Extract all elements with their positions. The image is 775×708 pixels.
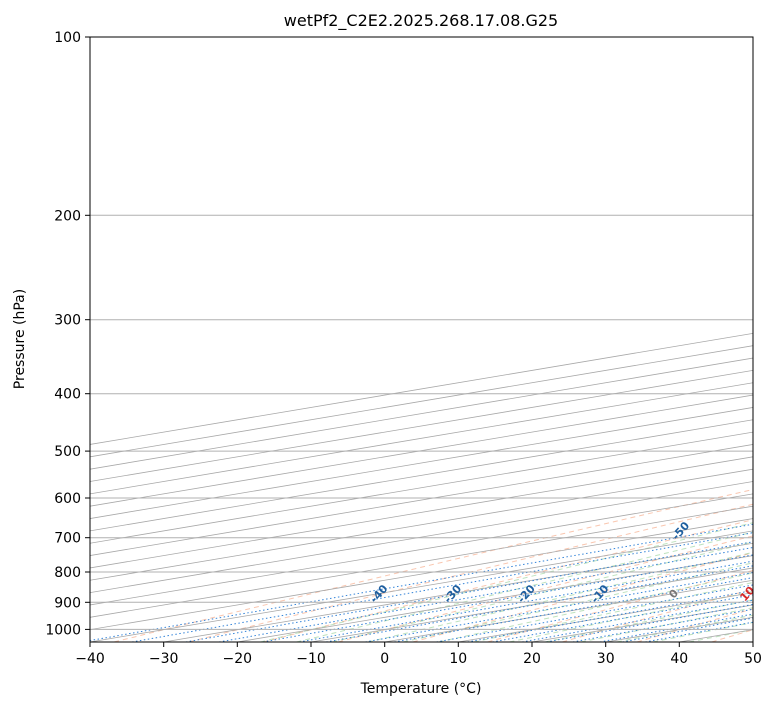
x-tick-label: −20	[223, 651, 253, 667]
y-tick-label: 700	[54, 531, 81, 547]
x-tick-label: 30	[597, 651, 615, 667]
reference-line-labels: -100-90-80-70-60-50-40-30-20-10010203040…	[368, 519, 757, 606]
x-axis-title: Temperature (°C)	[360, 681, 482, 697]
isotherm-label: 10	[737, 584, 757, 604]
x-tick-label: 10	[449, 651, 467, 667]
isotherm-label: 0	[666, 586, 681, 601]
isotherm-line	[90, 518, 753, 631]
mixing-ratio-line	[365, 572, 753, 642]
isotherm-line	[163, 542, 753, 642]
mixing-ratio-line	[436, 584, 753, 642]
moist-adiabat-line	[403, 562, 753, 642]
x-tick-label: 50	[744, 651, 762, 667]
moist-adiabat-line	[438, 572, 753, 642]
moist-adiabat-line	[616, 614, 753, 642]
x-axis: −40 −30 −20 −10 0 10 20 30 40 50	[75, 642, 762, 667]
x-tick-label: −30	[149, 651, 179, 667]
mixing-ratio-line	[492, 594, 753, 642]
isotherm-line	[237, 555, 753, 642]
x-tick-label: 0	[380, 651, 389, 667]
background-reference-lines	[90, 37, 753, 642]
isotherm-line	[90, 456, 753, 569]
plot-frame	[89, 36, 754, 643]
dry-adiabat-line	[711, 629, 753, 642]
isotherm-line	[90, 481, 753, 594]
x-tick-label: 40	[670, 651, 688, 667]
isotherm-label: -50	[669, 519, 692, 543]
isotherm-line	[90, 505, 753, 618]
isotherm-line	[679, 629, 753, 642]
y-tick-label: 400	[54, 387, 81, 403]
mixing-ratio-line	[522, 599, 753, 642]
y-axis: 100 200 300 400 500 600 700 800 900 1000	[45, 30, 90, 638]
y-tick-label: 800	[54, 565, 81, 581]
moist-adiabat-line	[580, 607, 753, 642]
mixing-ratio-line	[394, 577, 753, 642]
moist-adiabat-line	[332, 541, 753, 642]
y-axis-title: Pressure (hPa)	[12, 289, 28, 389]
y-tick-label: 500	[54, 444, 81, 460]
isotherm-line	[90, 332, 753, 445]
chart-title: wetPf2_C2E2.2025.268.17.08.G25	[284, 11, 558, 31]
moist-adiabat-line	[473, 581, 753, 642]
moist-adiabat-line	[544, 599, 753, 642]
x-tick-label: −40	[75, 651, 105, 667]
mixing-ratio-line	[645, 621, 753, 642]
isotherm-line	[90, 468, 753, 581]
isotherm-line	[90, 431, 753, 544]
y-tick-label: 200	[54, 208, 81, 224]
mixing-ratio-line	[90, 523, 753, 642]
dry-adiabat-line	[412, 552, 753, 642]
y-tick-label: 100	[54, 30, 81, 46]
mixing-ratio-line	[572, 608, 753, 642]
isotherm-line	[531, 604, 753, 642]
dry-adiabat-line	[562, 588, 753, 642]
y-tick-label: 600	[54, 491, 81, 507]
moist-adiabat-line	[296, 531, 753, 642]
y-tick-label: 900	[54, 595, 81, 611]
isotherm-line	[90, 530, 753, 642]
y-tick-label: 300	[54, 313, 81, 329]
y-tick-label: 1000	[45, 622, 81, 638]
isotherm-line	[90, 493, 753, 606]
x-tick-label: 20	[523, 651, 541, 667]
isotherm-line	[90, 444, 753, 556]
x-tick-label: −10	[296, 651, 326, 667]
mixing-ratio-line	[218, 546, 753, 642]
isotherm-line	[458, 592, 753, 642]
mixing-ratio-line	[185, 541, 753, 642]
mixing-ratio-line	[467, 589, 753, 642]
moist-adiabat-line	[367, 551, 753, 642]
dry-adiabat-line	[188, 503, 753, 642]
isotherm-line	[752, 641, 753, 642]
moist-adiabat-line	[509, 590, 753, 642]
